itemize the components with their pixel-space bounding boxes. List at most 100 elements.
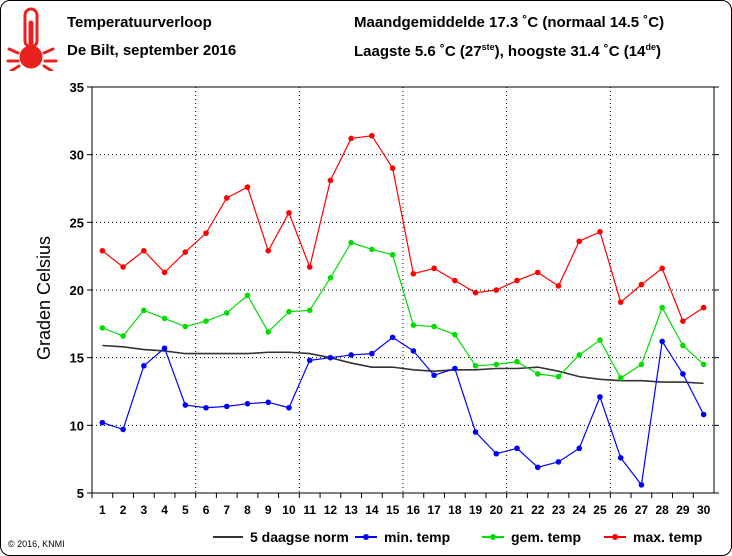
data-point-min [369,350,375,357]
data-point-gem [472,362,479,369]
data-point-min [389,334,396,341]
chart-title: Temperatuurverloop [67,14,212,31]
data-point-min [203,404,209,411]
data-point-gem [659,304,665,311]
data-point-max [306,264,313,270]
data-point-gem [576,352,583,358]
data-point-max [493,287,500,293]
data-point-gem [286,308,292,315]
data-point-max [369,132,375,139]
data-point-min [472,429,479,435]
data-point-min [431,372,437,379]
x-tick-label: 10 [282,503,296,517]
x-tick-label: 20 [490,503,504,517]
data-point-max [638,281,645,288]
data-point-min [265,399,272,406]
y-tick-label: 25 [70,215,84,230]
data-point-max [182,249,189,255]
x-tick-label: 24 [573,503,587,517]
chart-subtitle: De Bilt, september 2016 [67,42,237,59]
data-point-gem [161,315,168,322]
data-point-min [493,450,500,457]
data-point-gem [369,246,375,253]
x-tick-label: 2 [120,503,127,517]
data-point-gem [265,329,272,335]
x-tick-label: 25 [593,503,607,517]
legend-marker-max [612,534,618,540]
data-point-min [555,459,562,465]
extremes-sup-highest: de [645,42,656,52]
legend-marker-min [363,534,369,540]
data-point-max [141,247,147,254]
data-point-gem [348,239,354,246]
y-axis-label: Graden Celsius [34,236,54,360]
data-point-min [223,403,230,410]
data-point-max [576,238,583,245]
data-point-gem [389,252,396,258]
data-point-min [638,482,645,488]
data-point-max [286,210,292,216]
y-tick-label: 30 [70,148,84,163]
data-point-gem [493,361,500,368]
extremes-text-end: ) [655,43,661,60]
x-tick-label: 26 [614,503,628,517]
y-tick-label: 5 [77,486,84,501]
series-line-min [102,336,705,487]
data-point-gem [327,275,334,281]
data-point-gem [203,318,209,324]
data-point-min [597,394,603,400]
data-point-gem [410,322,417,328]
data-point-min [141,362,147,369]
thermometer-icon [6,7,58,71]
data-point-gem [141,307,147,314]
data-point-min [534,464,541,471]
data-point-max [617,299,624,305]
extremes-line: Laagste 5.6 ˚C (27ste), hoogste 31.4 ˚C … [354,42,661,60]
data-point-max [680,318,686,324]
data-point-min [452,365,458,372]
x-tick-label: 21 [510,503,524,517]
data-point-max [161,269,168,276]
data-point-min [410,348,417,354]
x-tick-label: 28 [655,503,669,517]
data-point-gem [223,310,230,316]
data-point-min [659,338,665,345]
data-point-min [182,402,189,408]
data-point-gem [452,331,458,338]
x-tick-label: 13 [344,503,358,517]
data-point-gem [431,323,437,330]
x-tick-label: 27 [635,503,649,517]
x-tick-label: 6 [203,503,210,517]
data-point-max [327,177,334,184]
data-point-gem [244,292,251,299]
data-point-gem [514,358,520,365]
data-point-max [99,247,106,254]
y-tick-label: 10 [70,418,84,433]
data-point-max [265,247,272,254]
data-point-gem [617,375,624,381]
extremes-text-lowest: Laagste 5.6 ˚C (27 [354,43,482,60]
legend-label-norm: 5 daagse norm [250,529,349,545]
data-point-min [617,455,624,461]
data-point-max [431,265,437,272]
x-tick-label: 18 [448,503,462,517]
data-point-max [597,229,603,235]
data-point-max [659,265,665,272]
legend-label-min: min. temp [384,529,450,545]
series-line-norm [102,344,704,385]
data-point-min [348,352,354,358]
x-tick-label: 19 [469,503,483,517]
monthly-average: Maandgemiddelde 17.3 ˚C (normaal 14.5 ˚C… [354,14,665,31]
legend-marker-gem [490,534,496,540]
x-tick-label: 30 [697,503,711,517]
y-tick-label: 20 [70,283,84,298]
data-point-min [680,371,686,377]
data-point-min [514,445,520,452]
x-tick-label: 8 [244,503,251,517]
data-point-gem [120,333,126,339]
data-point-max [534,269,541,276]
data-point-min [306,357,313,364]
data-point-max [244,184,251,190]
x-tick-label: 12 [324,503,338,517]
